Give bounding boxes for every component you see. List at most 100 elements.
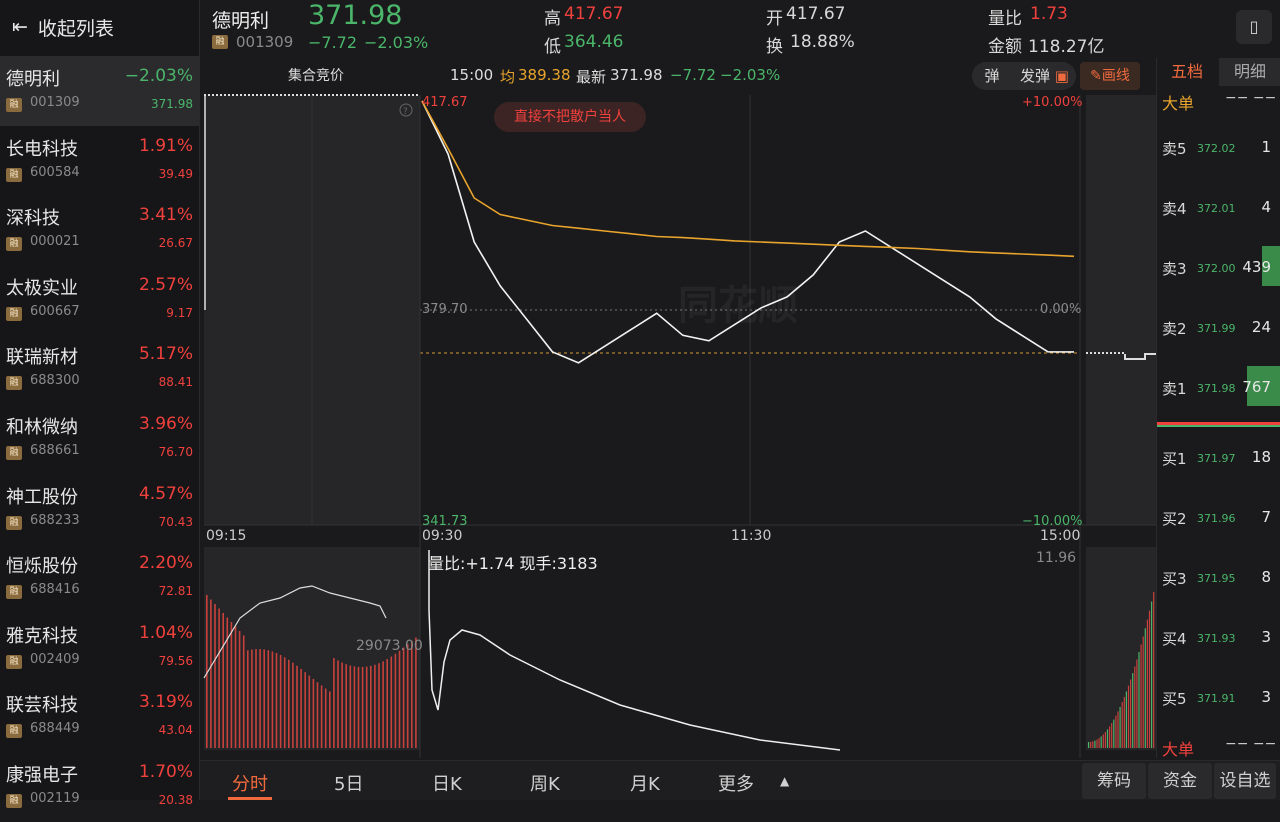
phone-icon[interactable]: ▯ [1236, 10, 1272, 44]
auction-volume-bar [415, 637, 417, 748]
stock-list-item[interactable]: 太极实业 2.57% 融 600667 9.17 [0, 265, 199, 335]
margin-tag: 融 [6, 446, 22, 460]
level-volume: 3 [1261, 688, 1271, 706]
amount-label: 金额 [988, 37, 1022, 57]
margin-tag: 融 [6, 515, 22, 530]
auction-volume-bar [222, 613, 224, 748]
stock-item-pct: 5.17% [138, 344, 193, 365]
stock-list-item[interactable]: 联瑞新材 5.17% 融 688300 88.41 [0, 334, 199, 404]
bid-level-row[interactable]: 买4 371.93 3 [1157, 608, 1280, 668]
auction-volume-bar [333, 658, 335, 748]
stock-item-code: 688416 [30, 582, 80, 598]
post-danmu-button[interactable]: 发弹 ▣ [1012, 62, 1076, 90]
caret-up-icon[interactable]: ▲ [780, 774, 790, 788]
stock-item-price: 9.17 [166, 305, 193, 320]
big-order-top-label: 大单 [1162, 94, 1195, 113]
stock-item-name: 雅克科技 [6, 625, 78, 647]
level-volume: 24 [1251, 318, 1271, 336]
level-label: 买2 [1162, 510, 1187, 528]
collapse-list-button[interactable]: ⇤ 收起列表 [0, 0, 199, 54]
add-watchlist-button[interactable]: 设自选 [1214, 763, 1276, 799]
auction-volume-bar [337, 660, 339, 748]
tail-volume-bar [1115, 715, 1117, 748]
tail-volume-bar [1088, 742, 1090, 748]
auction-volume-bar [267, 650, 270, 748]
stock-list-item[interactable]: 联芸科技 3.19% 融 688449 43.04 [0, 682, 199, 752]
tail-volume-bar [1130, 679, 1132, 748]
stock-list-item[interactable]: 雅克科技 1.04% 融 002409 79.56 [0, 613, 199, 683]
avg-label: 均 [500, 68, 516, 86]
stock-list-item[interactable]: 康强电子 1.70% 融 002119 20.38 [0, 752, 199, 822]
stock-list-item[interactable]: 长电科技 1.91% 融 600584 39.49 [0, 126, 199, 196]
auction-volume-bar [234, 626, 237, 748]
ask-level-row[interactable]: 卖5 372.02 1 [1157, 118, 1280, 178]
auction-volume-bar [406, 644, 409, 748]
watermark: 同花顺 [678, 283, 798, 329]
level-label: 买1 [1162, 450, 1187, 468]
open-label: 开 [766, 9, 783, 29]
time-label-1130: 11:30 [731, 528, 772, 544]
vol-ratio-label: 量比 [988, 9, 1022, 29]
margin-tag: 融 [6, 306, 22, 321]
stock-item-price: 39.49 [158, 166, 193, 181]
tab-five-levels[interactable]: 五档 [1170, 62, 1203, 81]
price-change-pct: −2.03% [364, 33, 429, 52]
auction-volume-bar [357, 666, 360, 748]
tab-more[interactable]: 更多 [718, 774, 754, 795]
funds-button[interactable]: 资金 [1148, 763, 1212, 799]
tail-volume-bar [1153, 592, 1155, 748]
cursor-time: 15:00 [450, 66, 494, 84]
turnover-label: 换 [766, 37, 783, 57]
low-label: 低 [544, 37, 561, 57]
danmu-bubble[interactable]: 直接不把散户当人 [494, 102, 646, 132]
auction-volume-bar [386, 659, 388, 748]
ask-level-row[interactable]: 卖1 371.98 767 [1157, 358, 1280, 418]
margin-tag: 融 [6, 585, 22, 600]
level-volume: 18 [1251, 448, 1271, 466]
ask-level-row[interactable]: 卖4 372.01 4 [1157, 178, 1280, 238]
stock-list-item[interactable]: 神工股份 4.57% 融 688233 70.43 [0, 474, 199, 544]
vol-ratio-value: 1.73 [1030, 4, 1068, 24]
time-label-0930: 09:30 [422, 528, 463, 544]
open-value: 417.67 [786, 4, 846, 24]
tab-intraday[interactable]: 分时 [232, 774, 268, 795]
stock-item-price: 76.70 [158, 445, 193, 459]
margin-tag: 融 [6, 724, 22, 739]
auction-volume-bar [251, 649, 253, 748]
level-volume: 7 [1261, 508, 1271, 526]
draw-line-button[interactable]: ✎画线 [1080, 62, 1140, 90]
tail-volume-bar [1138, 652, 1140, 748]
stock-list-item[interactable]: 和林微纳 3.96% 融 688661 76.70 [0, 404, 199, 474]
axis-mid-price: 379.70 [422, 302, 468, 317]
tab-details[interactable]: 明细 [1219, 58, 1280, 86]
level-label: 卖5 [1162, 140, 1187, 158]
chart-svg: ? [203, 94, 1156, 758]
chips-button[interactable]: 筹码 [1082, 763, 1146, 799]
bid-level-row[interactable]: 买3 371.95 8 [1157, 548, 1280, 608]
bid-level-row[interactable]: 买2 371.96 7 [1157, 488, 1280, 548]
bid-level-row[interactable]: 买5 371.91 3 [1157, 668, 1280, 728]
margin-tag: 融 [6, 794, 22, 808]
stock-list-item[interactable]: 恒烁股份 2.20% 融 688416 72.81 [0, 543, 199, 613]
tab-weekly-k[interactable]: 周K [530, 774, 560, 795]
latest-value: 371.98 [610, 66, 663, 84]
auction-volume-bar [353, 666, 356, 748]
tab-daily-k[interactable]: 日K [432, 774, 462, 795]
stock-item-code: 002409 [30, 651, 80, 667]
stock-item-name: 太极实业 [6, 277, 78, 299]
level-price: 372.01 [1197, 202, 1236, 215]
stock-list-item[interactable]: 深科技 3.41% 融 000021 26.67 [0, 195, 199, 265]
auction-volume-bar [374, 664, 376, 748]
auction-volume-bar [324, 688, 327, 748]
stock-list-item[interactable]: 德明利 −2.03% 融 001309 371.98 [0, 56, 199, 126]
ask-level-row[interactable]: 卖2 371.99 24 [1157, 298, 1280, 358]
bid-level-row[interactable]: 买1 371.97 18 [1157, 428, 1280, 488]
ask-level-row[interactable]: 卖3 372.00 439 [1157, 238, 1280, 298]
auction-volume-bar [292, 662, 294, 748]
auction-volume-bar [247, 650, 249, 748]
danmu-toggle[interactable]: 弹 [972, 62, 1012, 90]
tab-5day[interactable]: 5日 [334, 774, 364, 795]
stock-item-code: 600584 [30, 164, 80, 180]
tail-volume-bar [1113, 719, 1115, 748]
tab-monthly-k[interactable]: 月K [630, 774, 660, 795]
